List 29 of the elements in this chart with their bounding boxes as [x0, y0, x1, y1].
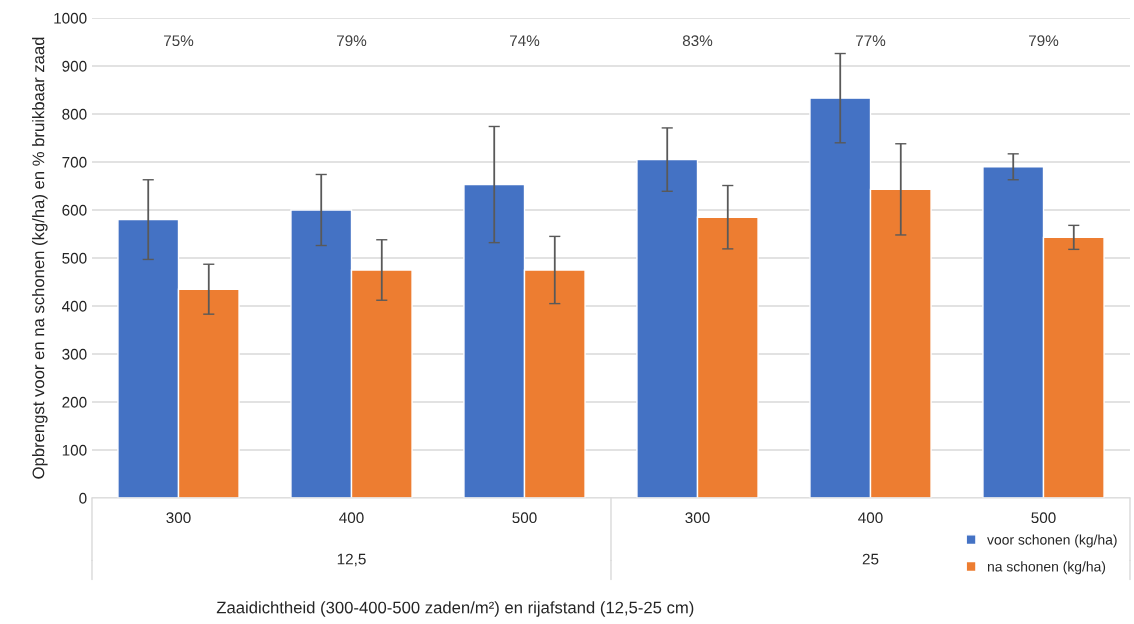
y-tick-label: 1000 — [54, 12, 87, 24]
x-tick-label: 500 — [1031, 512, 1056, 524]
y-tick-label: 400 — [62, 300, 87, 312]
legend-label: na schonen (kg/ha) — [987, 561, 1106, 575]
annotation: 77% — [855, 35, 886, 47]
y-tick-label: 900 — [62, 60, 87, 72]
annotation: 75% — [163, 35, 194, 47]
x-tick-label: 400 — [858, 512, 883, 524]
annotation: 79% — [336, 35, 367, 47]
y-tick-label: 300 — [62, 348, 87, 360]
y-tick-label: 200 — [62, 396, 87, 408]
x-axis-title: Zaaidichtheid (300-400-500 zaden/m²) en rijafstand (12,5-25 cm) — [216, 601, 694, 617]
y-tick-label: 0 — [79, 492, 87, 504]
y-tick-label: 800 — [62, 108, 87, 120]
x-tick-label: 500 — [512, 512, 537, 524]
annotation: 79% — [1028, 35, 1059, 47]
y-axis-title: Opbrengst voor en na schonen (kg/ha) en % bruikbaar zaad — [32, 37, 48, 479]
legend-label: voor schonen (kg/ha) — [987, 534, 1117, 548]
y-tick-label: 700 — [62, 156, 87, 168]
annotation: 74% — [509, 35, 540, 47]
text: 12,5 — [337, 553, 366, 567]
y-tick-label: 500 — [62, 252, 87, 264]
y-tick-label: 100 — [62, 444, 87, 456]
annotation: 83% — [682, 35, 713, 47]
text: 25 — [862, 553, 879, 565]
x-tick-label: 300 — [685, 512, 710, 524]
x-tick-label: 400 — [339, 512, 364, 524]
x-tick-label: 300 — [166, 512, 191, 524]
y-tick-label: 600 — [62, 204, 87, 216]
